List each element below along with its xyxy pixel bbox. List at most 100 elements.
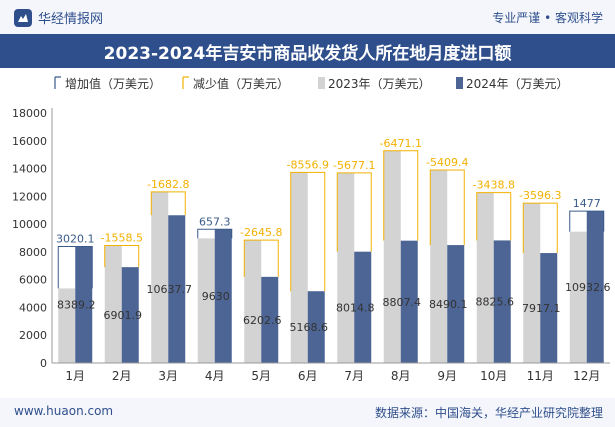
change-value-label: -8556.9 bbox=[287, 158, 329, 171]
increase-bracket bbox=[57, 245, 93, 289]
bar-value-label-2024: 8807.4 bbox=[383, 296, 422, 309]
bar-2024 bbox=[447, 245, 465, 363]
change-value-label: -3596.3 bbox=[519, 189, 561, 202]
bar-2024 bbox=[307, 291, 325, 363]
bar-value-label-2024: 10637.7 bbox=[147, 283, 193, 296]
bars: 8389.2 6901.9 10637.7 9630 6202.6 5168.6 8014.… bbox=[57, 150, 611, 363]
decrease-bracket bbox=[150, 191, 186, 216]
decrease-bracket bbox=[383, 150, 419, 241]
y-axis: 0 2000 4000 6000 8000 10000 12000 14000 16000 180… bbox=[12, 107, 53, 370]
bar-value-label-2024: 8014.8 bbox=[336, 301, 375, 314]
change-value-label: -5409.4 bbox=[426, 156, 468, 169]
decrease-bracket bbox=[336, 172, 372, 252]
legend-decrease-swatch bbox=[182, 76, 189, 89]
bar-value-label-2024: 9630 bbox=[202, 290, 230, 303]
y-tick-label: 2000 bbox=[19, 329, 47, 342]
legend-increase-swatch bbox=[54, 76, 61, 89]
bar-2024 bbox=[540, 253, 558, 363]
legend-2024-label: 2024年（万美元） bbox=[466, 77, 569, 91]
legend: 增加值（万美元） 减少值（万美元） 2023年（万美元） 2024年（万美元） bbox=[54, 76, 569, 91]
bar-2024 bbox=[75, 246, 93, 363]
change-value-label: 1477 bbox=[573, 197, 601, 210]
legend-2023-swatch bbox=[318, 77, 325, 89]
legend-decrease: 减少值（万美元） bbox=[182, 76, 289, 91]
change-value-label: 657.3 bbox=[199, 215, 231, 228]
x-tick-label: 7月 bbox=[344, 369, 364, 383]
decrease-bracket bbox=[290, 171, 326, 292]
bar-2023 bbox=[383, 150, 401, 363]
decrease-bracket bbox=[243, 239, 279, 277]
change-value-label: -1682.8 bbox=[147, 178, 189, 191]
x-tick-label: 8月 bbox=[391, 369, 411, 383]
bar-value-label-2024: 5168.6 bbox=[290, 321, 329, 334]
bar-2023 bbox=[197, 238, 215, 363]
legend-increase: 增加值（万美元） bbox=[54, 76, 161, 91]
change-value-label: -5677.1 bbox=[333, 159, 375, 172]
x-tick-label: 4月 bbox=[205, 369, 225, 383]
bar-2024 bbox=[400, 240, 418, 363]
legend-2024-swatch bbox=[456, 77, 463, 89]
y-tick-label: 6000 bbox=[19, 274, 47, 287]
bar-2023 bbox=[151, 191, 169, 363]
brand[interactable]: 华经情报网 bbox=[14, 8, 103, 27]
y-tick-label: 12000 bbox=[12, 190, 47, 203]
footer-source: 数据来源：中国海关，华经产业研究院整理 bbox=[374, 406, 603, 420]
decrease-bracket bbox=[104, 244, 140, 268]
bar-2024 bbox=[214, 229, 232, 363]
bar-2024 bbox=[354, 251, 372, 363]
increase-bracket bbox=[569, 210, 605, 232]
decrease-bracket bbox=[522, 202, 558, 254]
bar-value-label-2024: 6901.9 bbox=[104, 309, 143, 322]
x-tick-label: 5月 bbox=[251, 369, 271, 383]
bar-2023 bbox=[523, 203, 541, 363]
footer: www.huaon.com 数据来源：中国海关，华经产业研究院整理 bbox=[0, 398, 615, 427]
decrease-bracket bbox=[476, 192, 512, 241]
bar-2024 bbox=[586, 211, 604, 363]
footer-url[interactable]: www.huaon.com bbox=[14, 404, 114, 418]
bar-value-label-2024: 8389.2 bbox=[57, 299, 96, 312]
x-tick-label: 9月 bbox=[437, 369, 457, 383]
y-tick-label: 0 bbox=[40, 357, 47, 370]
bar-2024 bbox=[261, 276, 279, 363]
bar-2023 bbox=[244, 240, 262, 363]
y-tick-label: 4000 bbox=[19, 301, 47, 314]
decrease-bracket bbox=[429, 169, 465, 246]
bar-2023 bbox=[290, 172, 308, 363]
change-value-label: -3438.8 bbox=[473, 179, 515, 192]
bar-value-label-2024: 10932.6 bbox=[565, 281, 611, 294]
logo-icon bbox=[14, 8, 32, 27]
x-tick-label: 12月 bbox=[573, 369, 600, 383]
legend-increase-label: 增加值（万美元） bbox=[65, 76, 161, 91]
legend-2023-label: 2023年（万美元） bbox=[328, 77, 431, 91]
change-value-label: -6471.1 bbox=[380, 137, 422, 150]
change-value-label: -2645.8 bbox=[240, 226, 282, 239]
bar-2024 bbox=[168, 215, 186, 363]
bar-2023 bbox=[569, 231, 587, 363]
legend-2024: 2024年（万美元） bbox=[456, 77, 569, 91]
bar-value-label-2024: 8825.6 bbox=[476, 296, 515, 309]
x-tick-label: 6月 bbox=[298, 369, 318, 383]
top-bar: 华经情报网 专业严谨 • 客观科学 bbox=[0, 0, 615, 34]
bar-value-label-2024: 8490.1 bbox=[429, 298, 468, 311]
bar-2023 bbox=[476, 192, 494, 363]
bar-2023 bbox=[104, 245, 122, 363]
bar-value-label-2024: 6202.6 bbox=[243, 314, 282, 327]
bar-2023 bbox=[430, 169, 448, 363]
bar-2024 bbox=[121, 267, 139, 363]
change-brackets: 3020.1 -1558.5-1682.8657.3-2645.8-8556.9-… bbox=[56, 137, 605, 292]
bar-2023 bbox=[337, 172, 355, 363]
x-tick-label: 1月 bbox=[65, 369, 85, 383]
bar-value-label-2024: 7917.1 bbox=[522, 302, 561, 315]
y-tick-label: 8000 bbox=[19, 246, 47, 259]
x-tick-label: 2月 bbox=[112, 369, 132, 383]
x-tick-label: 11月 bbox=[527, 369, 554, 383]
x-tick-label: 3月 bbox=[158, 369, 178, 383]
site-name: 华经情报网 bbox=[38, 12, 104, 27]
x-axis: 1月 2月 3月 4月 5月 6月 7月 8月 9月 10月 11月 12月 bbox=[52, 362, 610, 383]
x-tick-label: 10月 bbox=[480, 369, 507, 383]
legend-decrease-label: 减少值（万美元） bbox=[193, 76, 289, 91]
y-tick-label: 18000 bbox=[12, 107, 47, 120]
y-tick-label: 10000 bbox=[12, 218, 47, 231]
bar-2024 bbox=[493, 240, 511, 363]
increase-bracket bbox=[197, 228, 233, 239]
